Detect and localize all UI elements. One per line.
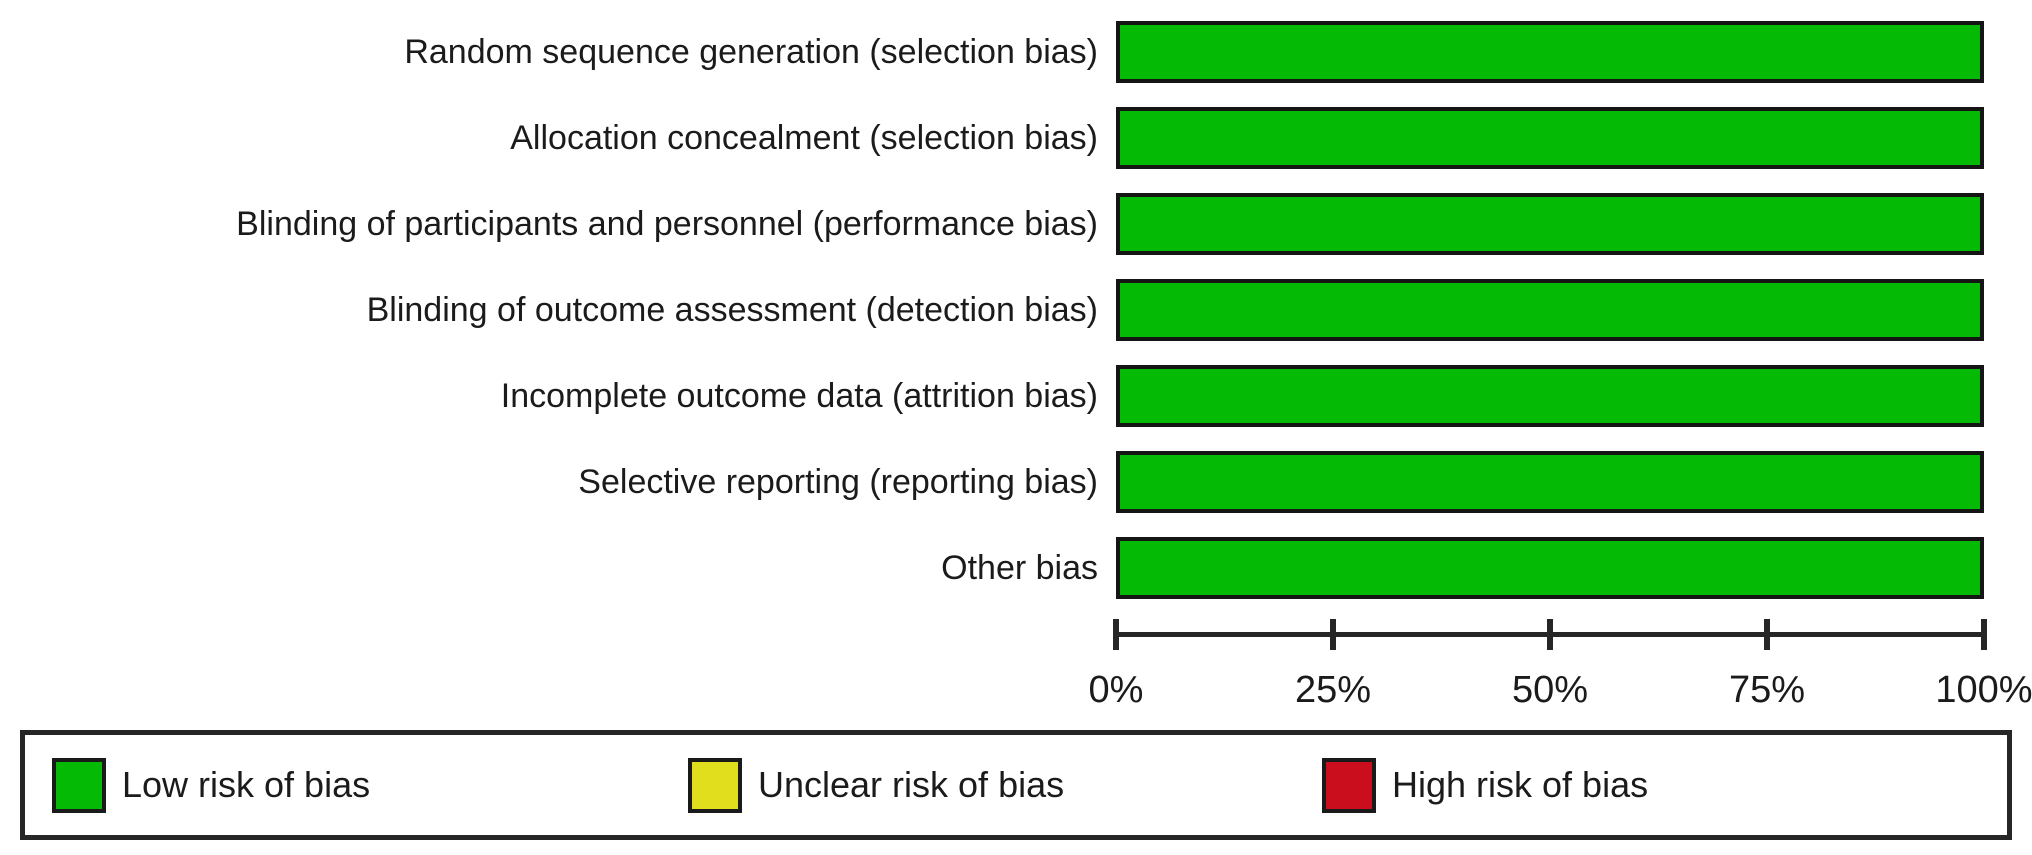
bar-track: [1116, 451, 1984, 513]
x-axis-tick: [1113, 619, 1119, 650]
low-risk-bar: [1116, 21, 1984, 83]
legend-label: Low risk of bias: [122, 764, 371, 805]
x-tick-label: 50%: [1511, 669, 1589, 711]
bias-row: Blinding of outcome assessment (detectio…: [0, 279, 2032, 341]
x-axis-tick: [1547, 619, 1553, 650]
legend-item-low-risk: Low risk of bias: [52, 735, 370, 835]
bias-domain-label: Other bias: [941, 549, 1098, 587]
legend-item-high-risk: High risk of bias: [1322, 735, 1648, 835]
low-risk-bar: [1116, 279, 1984, 341]
low-risk-bar: [1116, 107, 1984, 169]
x-axis-tick: [1330, 619, 1336, 650]
bias-row: Blinding of participants and personnel (…: [0, 193, 2032, 255]
high-risk-key-swatch: [1322, 757, 1376, 813]
x-axis-tick-labels: 0% 25% 50% 75% 100%: [1089, 669, 2032, 713]
bias-domain-label: Allocation concealment (selection bias): [510, 119, 1098, 157]
bias-row: Incomplete outcome data (attrition bias): [0, 365, 2032, 427]
low-risk-bar: [1116, 365, 1984, 427]
bar-track: [1116, 279, 1984, 341]
bias-row: Allocation concealment (selection bias): [0, 107, 2032, 169]
low-risk-bar: [1116, 537, 1984, 599]
x-tick-label: 25%: [1294, 669, 1372, 711]
legend-label: High risk of bias: [1392, 764, 1649, 805]
bar-track: [1116, 21, 1984, 83]
bar-track: [1116, 365, 1984, 427]
bar-track: [1116, 107, 1984, 169]
legend-label: Unclear risk of bias: [758, 764, 1065, 805]
low-risk-bar: [1116, 451, 1984, 513]
bias-domain-label: Blinding of outcome assessment (detectio…: [366, 291, 1098, 329]
bar-track: [1116, 537, 1984, 599]
x-tick-label: 0%: [1088, 669, 1144, 711]
bar-track: [1116, 193, 1984, 255]
bias-row: Other bias: [0, 537, 2032, 599]
unclear-risk-key-swatch: [688, 757, 742, 813]
bias-row: Selective reporting (reporting bias): [0, 451, 2032, 513]
bar-rows: Random sequence generation (selection bi…: [0, 21, 2032, 599]
x-axis-tick: [1764, 619, 1770, 650]
bias-domain-label: Blinding of participants and personnel (…: [236, 205, 1098, 243]
x-tick-label: 75%: [1728, 669, 1806, 711]
legend-item-unclear-risk: Unclear risk of bias: [688, 735, 1064, 835]
x-axis: [1113, 619, 1987, 650]
x-axis-tick: [1981, 619, 1987, 650]
bias-domain-label: Random sequence generation (selection bi…: [404, 33, 1098, 71]
low-risk-key-swatch: [52, 757, 106, 813]
bias-row: Random sequence generation (selection bi…: [0, 21, 2032, 83]
bias-domain-label: Incomplete outcome data (attrition bias): [500, 377, 1098, 415]
low-risk-bar: [1116, 193, 1984, 255]
x-tick-label: 100%: [1935, 669, 2032, 711]
bias-domain-label: Selective reporting (reporting bias): [578, 463, 1098, 501]
legend-box: Low risk of bias Unclear risk of bias Hi…: [20, 730, 2012, 840]
